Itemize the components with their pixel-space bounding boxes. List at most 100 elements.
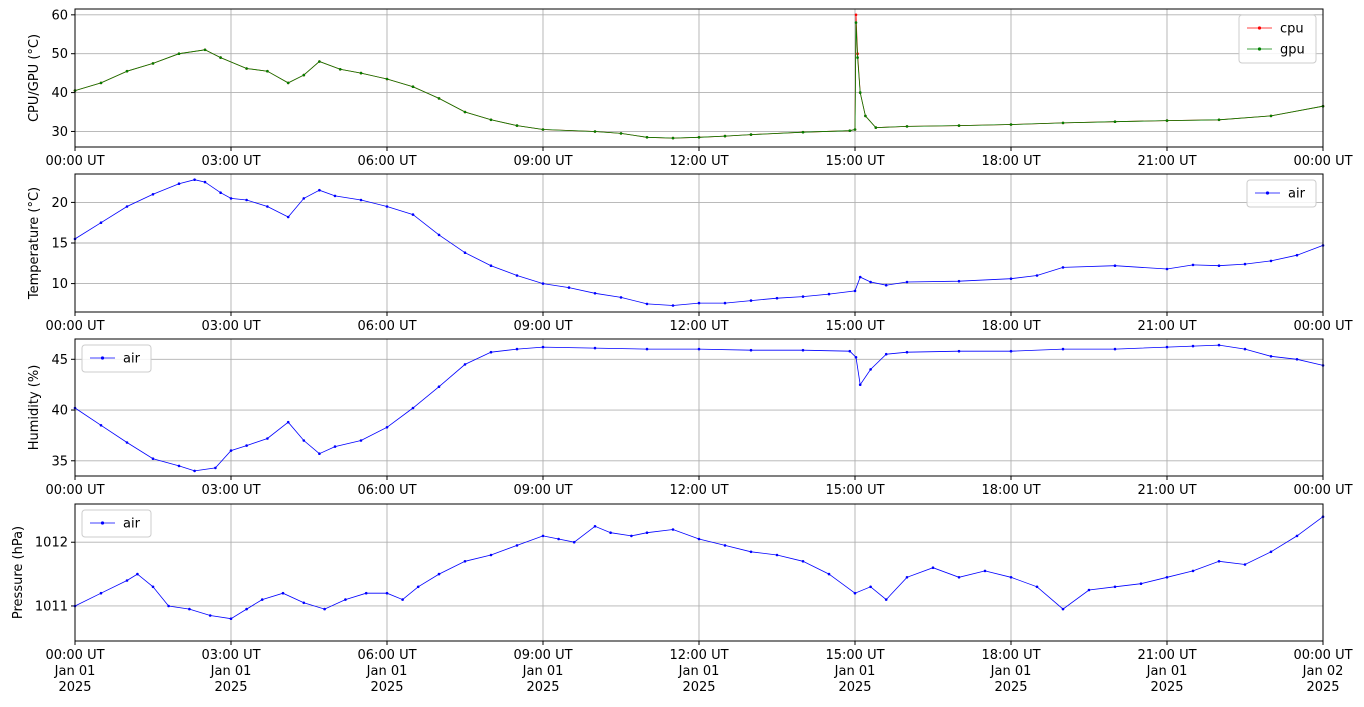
data-point-air — [463, 363, 467, 366]
legend-label-gpu: gpu — [1280, 43, 1305, 58]
data-point-air — [1009, 576, 1013, 579]
data-point-air — [437, 233, 441, 237]
data-point-air — [1269, 259, 1273, 263]
data-point-air — [281, 591, 285, 595]
data-point-air — [1087, 588, 1091, 592]
legend-box — [1238, 14, 1317, 64]
data-point-air — [1191, 569, 1195, 573]
data-point-gpu — [286, 81, 290, 85]
data-point-air — [333, 445, 337, 448]
data-point-gpu — [856, 56, 859, 59]
data-point-gpu — [853, 128, 857, 131]
data-point-air — [286, 420, 290, 424]
data-point-air — [869, 280, 872, 284]
data-point-air — [515, 347, 519, 351]
x-tick-label: 09:00 UT — [513, 319, 572, 334]
data-point-air — [630, 534, 633, 538]
data-point-air — [359, 439, 363, 442]
data-point-gpu — [697, 136, 701, 139]
data-point-air — [1243, 262, 1247, 266]
x-tick-label: 06:00 UT — [357, 154, 416, 169]
x-tick-year-label: 2025 — [838, 680, 871, 695]
data-point-air — [99, 221, 103, 224]
x-tick-date-label: Jan 01 — [522, 664, 564, 679]
data-point-air — [1243, 347, 1247, 351]
legend-marker-gpu — [1257, 47, 1262, 51]
x-tick-label: 00:00 UT — [45, 483, 104, 498]
data-point-gpu — [801, 130, 805, 134]
data-point-gpu — [619, 132, 623, 135]
data-point-air — [229, 197, 233, 200]
data-point-air — [193, 469, 196, 473]
data-point-air — [437, 572, 441, 576]
y-tick-label: 10 — [51, 277, 68, 292]
data-point-air — [905, 576, 909, 579]
data-point-cpu — [854, 13, 858, 17]
data-point-air — [801, 295, 805, 298]
x-tick-date-label: Jan 01 — [366, 664, 408, 679]
data-point-gpu — [125, 69, 129, 73]
x-tick-label: 00:00 UT — [45, 648, 104, 663]
data-point-air — [869, 585, 872, 589]
data-point-air — [1295, 358, 1299, 361]
y-tick-label: 40 — [51, 404, 68, 419]
data-point-air — [541, 345, 545, 349]
data-point-air — [411, 406, 415, 410]
x-tick-year-label: 2025 — [526, 680, 559, 695]
x-tick-label: 00:00 UT — [45, 319, 104, 334]
x-tick-label: 09:00 UT — [513, 154, 572, 169]
data-point-air — [723, 301, 727, 305]
x-tick-date-label: Jan 01 — [54, 664, 96, 679]
x-tick-label: 21:00 UT — [1137, 319, 1196, 334]
data-point-air — [572, 540, 576, 544]
x-tick-year-label: 2025 — [370, 680, 403, 695]
data-point-air — [905, 350, 909, 354]
data-point-air — [593, 346, 597, 350]
data-point-air — [333, 194, 337, 198]
data-point-gpu — [723, 134, 727, 138]
data-point-gpu — [219, 56, 222, 59]
legend-marker-cpu — [1257, 26, 1262, 30]
data-point-air — [749, 348, 753, 352]
data-point-air — [1217, 343, 1221, 347]
data-point-gpu — [318, 60, 321, 63]
data-point-air — [203, 180, 207, 184]
data-point-air — [266, 205, 269, 208]
data-point-air — [853, 289, 857, 293]
data-point-gpu — [515, 124, 519, 127]
data-point-air — [245, 607, 248, 611]
y-tick-label: 45 — [51, 353, 68, 368]
data-point-gpu — [302, 73, 306, 77]
data-point-gpu — [489, 118, 493, 122]
x-tick-year-label: 2025 — [994, 680, 1027, 695]
y-tick-label: 50 — [51, 47, 68, 62]
data-point-air — [401, 598, 404, 601]
data-point-gpu — [858, 91, 862, 94]
data-point-gpu — [245, 67, 248, 70]
data-point-air — [884, 283, 888, 287]
data-point-air — [318, 452, 321, 456]
data-point-air — [229, 449, 233, 452]
x-tick-label: 06:00 UT — [357, 648, 416, 663]
legend-marker-air — [100, 356, 105, 360]
data-point-gpu — [1269, 114, 1273, 118]
x-tick-label: 03:00 UT — [201, 483, 260, 498]
x-tick-year-label: 2025 — [214, 680, 247, 695]
data-point-air — [125, 441, 129, 444]
y-axis-title: Temperature (°C) — [27, 187, 42, 300]
data-point-air — [286, 215, 290, 219]
data-point-air — [125, 579, 129, 582]
data-point-air — [1035, 274, 1039, 277]
legend-box — [81, 344, 152, 373]
data-point-air — [609, 531, 612, 534]
x-tick-label: 18:00 UT — [981, 319, 1040, 334]
data-point-gpu — [1061, 121, 1065, 125]
data-point-air — [1061, 607, 1065, 611]
data-point-air — [884, 352, 888, 356]
data-point-gpu — [177, 52, 181, 55]
x-tick-label: 03:00 UT — [201, 154, 260, 169]
data-point-air — [957, 576, 961, 579]
x-tick-year-label: 2025 — [1306, 680, 1339, 695]
data-point-gpu — [151, 62, 155, 65]
